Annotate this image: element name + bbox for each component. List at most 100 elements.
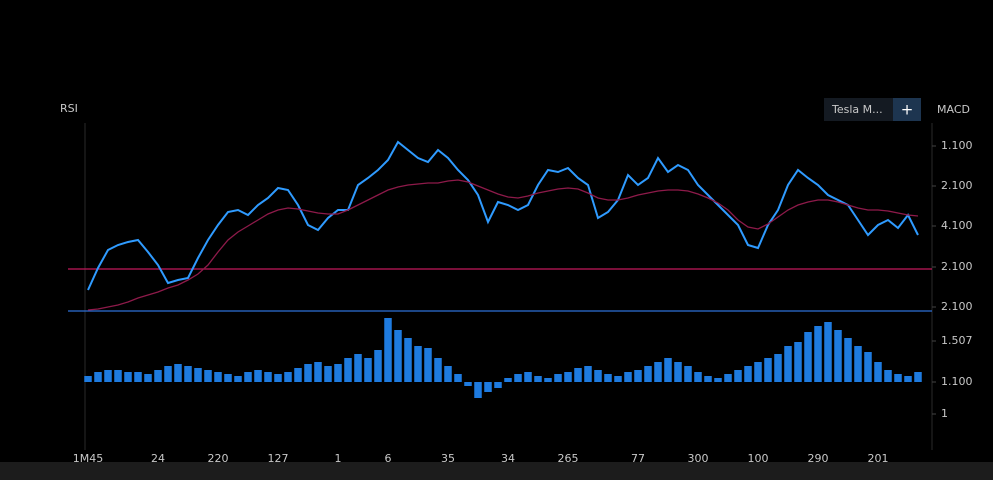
histogram-bar — [314, 362, 322, 382]
y-tick-label: 2.100 — [941, 260, 973, 273]
histogram-bar — [604, 374, 612, 382]
x-tick-label: 127 — [268, 452, 289, 465]
x-tick-label: 220 — [208, 452, 229, 465]
histogram-bar — [274, 374, 282, 382]
histogram-bar — [204, 370, 212, 382]
x-tick-label: 265 — [558, 452, 579, 465]
histogram-bar — [684, 366, 692, 382]
histogram-bar — [714, 378, 722, 382]
histogram-bar — [534, 376, 542, 382]
series-line — [87, 140, 919, 291]
histogram-bar — [894, 374, 902, 382]
x-tick-label: 77 — [631, 452, 645, 465]
histogram-bar — [744, 366, 752, 382]
histogram-bar — [914, 372, 922, 382]
macd-label: MACD — [937, 103, 970, 116]
histogram-bar — [134, 372, 142, 382]
histogram-bar — [264, 372, 272, 382]
histogram-bar — [84, 376, 92, 382]
histogram-bar — [304, 364, 312, 382]
histogram-bar — [884, 370, 892, 382]
histogram-bar — [644, 366, 652, 382]
histogram-bar — [584, 366, 592, 382]
x-tick-label: 300 — [688, 452, 709, 465]
bottom-bar — [0, 462, 993, 480]
histogram-bar — [854, 346, 862, 382]
histogram-bar — [654, 362, 662, 382]
histogram-bar — [554, 374, 562, 382]
histogram-bar — [164, 366, 172, 382]
x-tick-label: 1M45 — [73, 452, 104, 465]
histogram-bar — [614, 376, 622, 382]
histogram-bar — [384, 318, 392, 382]
histogram-bar — [474, 382, 482, 398]
histogram-bar — [334, 364, 342, 382]
histogram-bar — [144, 374, 152, 382]
y-tick-label: 1.100 — [941, 375, 973, 388]
x-tick-label: 35 — [441, 452, 455, 465]
histogram-bar — [454, 374, 462, 382]
histogram-bar — [484, 382, 492, 392]
symbol-button-text: Tesla M... — [831, 103, 883, 116]
histogram-bar — [234, 376, 242, 382]
histogram-bar — [284, 372, 292, 382]
histogram-bar — [124, 372, 132, 382]
histogram-bar — [514, 374, 522, 382]
histogram-bar — [814, 326, 822, 382]
histogram-bar — [804, 332, 812, 382]
histogram-bar — [764, 358, 772, 382]
histogram-bar — [254, 370, 262, 382]
histogram-bar — [544, 378, 552, 382]
y-tick-label: 1 — [941, 407, 948, 420]
histogram-bar — [874, 362, 882, 382]
histogram-bar — [724, 374, 732, 382]
histogram-bar — [294, 368, 302, 382]
histogram-bar — [674, 362, 682, 382]
histogram-bar — [904, 376, 912, 382]
rsi-label: RSI — [60, 102, 78, 115]
histogram-bar — [404, 338, 412, 382]
y-tick-label: 2.100 — [941, 179, 973, 192]
histogram-bar — [844, 338, 852, 382]
x-tick-label: 290 — [808, 452, 829, 465]
histogram-bar — [224, 374, 232, 382]
histogram-bar — [394, 330, 402, 382]
x-tick-label: 201 — [868, 452, 889, 465]
x-tick-label: 1 — [335, 452, 342, 465]
histogram-bar — [354, 354, 362, 382]
histogram-bar — [94, 372, 102, 382]
histogram-bar — [364, 358, 372, 382]
histogram-bar — [784, 346, 792, 382]
histogram-bar — [244, 372, 252, 382]
histogram-bar — [184, 366, 192, 382]
x-tick-label: 24 — [151, 452, 165, 465]
x-tick-label: 34 — [501, 452, 515, 465]
histogram-bar — [194, 368, 202, 382]
x-tick-label: 100 — [748, 452, 769, 465]
histogram-bar — [754, 362, 762, 382]
histogram-bar — [114, 370, 122, 382]
histogram-bar — [704, 376, 712, 382]
histogram-bar — [774, 354, 782, 382]
histogram-bar — [464, 382, 472, 386]
series-line — [87, 179, 919, 311]
histogram-bar — [414, 346, 422, 382]
histogram-bar — [154, 370, 162, 382]
histogram-bar — [794, 342, 802, 382]
histogram-bar — [564, 372, 572, 382]
histogram-bar — [444, 366, 452, 382]
histogram-bar — [834, 330, 842, 382]
histogram-bar — [594, 370, 602, 382]
y-tick-label: 4.100 — [941, 219, 973, 232]
x-tick-label: 6 — [385, 452, 392, 465]
add-button[interactable] — [893, 98, 921, 121]
histogram-bar — [324, 366, 332, 382]
symbol-button[interactable] — [824, 98, 893, 121]
y-tick-label: 1.100 — [941, 139, 973, 152]
histogram-bar — [344, 358, 352, 382]
y-tick-label: 2.100 — [941, 300, 973, 313]
histogram-bar — [734, 370, 742, 382]
